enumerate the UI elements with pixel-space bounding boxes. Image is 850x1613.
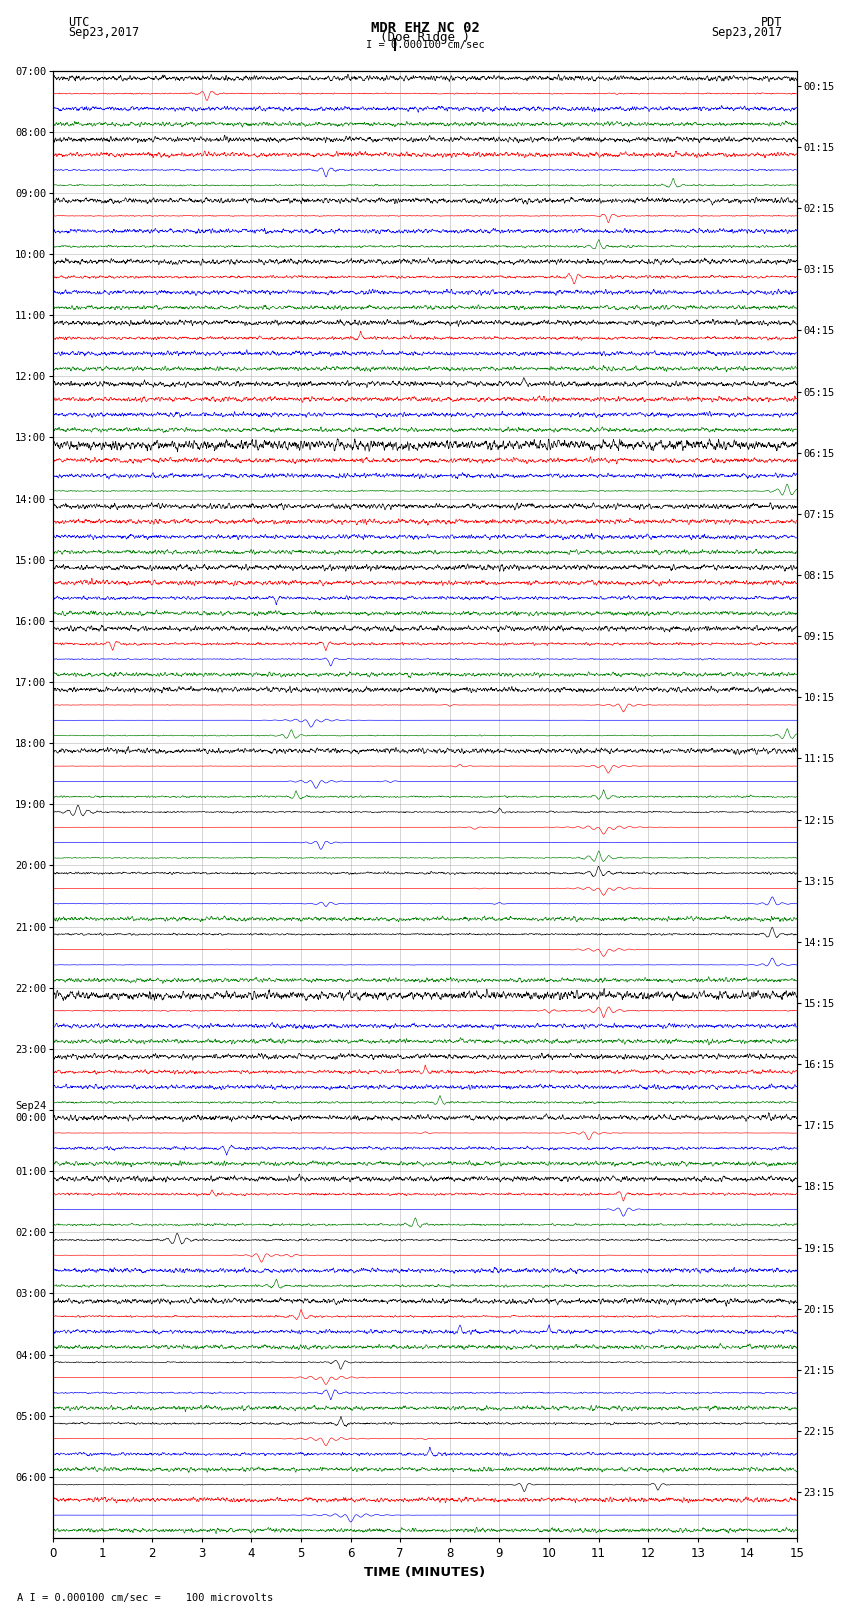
Text: PDT: PDT — [761, 16, 782, 29]
Text: Sep23,2017: Sep23,2017 — [68, 26, 139, 39]
Text: (Doe Ridge ): (Doe Ridge ) — [380, 31, 470, 44]
Text: MDR EHZ NC 02: MDR EHZ NC 02 — [371, 21, 479, 35]
Text: I = 0.000100 cm/sec: I = 0.000100 cm/sec — [366, 40, 484, 50]
Text: Sep23,2017: Sep23,2017 — [711, 26, 782, 39]
Text: A I = 0.000100 cm/sec =    100 microvolts: A I = 0.000100 cm/sec = 100 microvolts — [17, 1594, 273, 1603]
Text: UTC: UTC — [68, 16, 89, 29]
X-axis label: TIME (MINUTES): TIME (MINUTES) — [365, 1566, 485, 1579]
